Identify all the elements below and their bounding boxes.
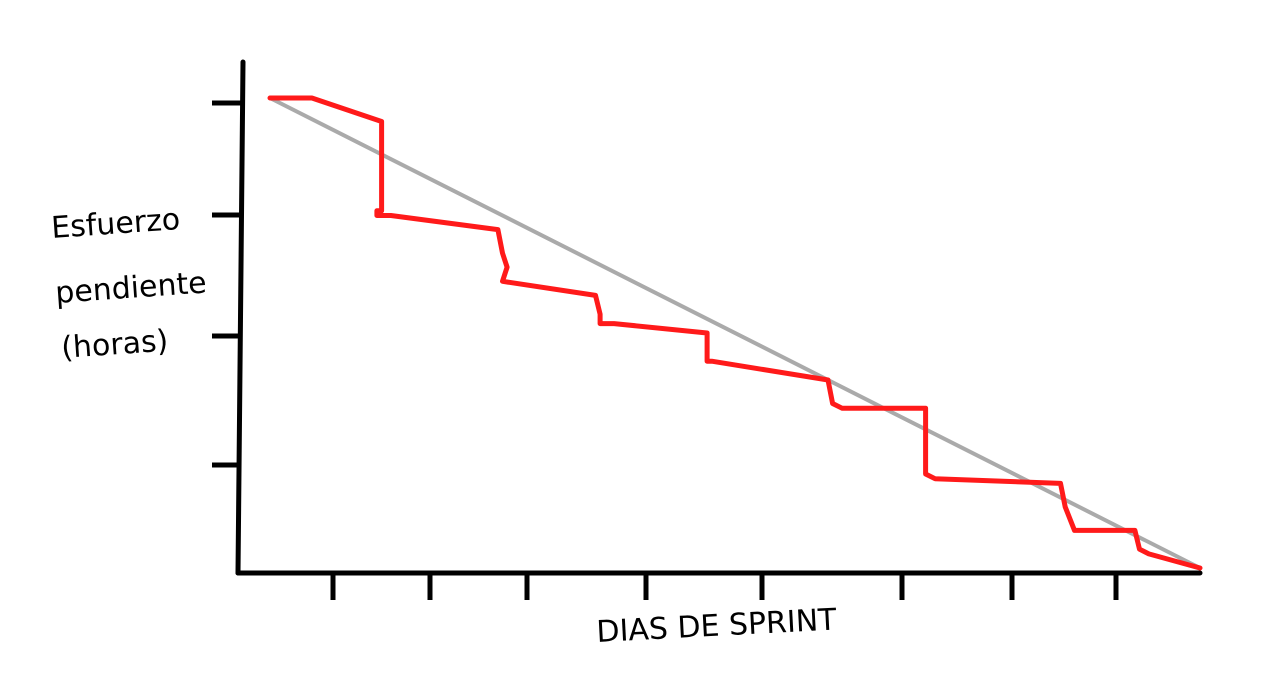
y-axis [235, 59, 246, 576]
x-ticks [330, 573, 1119, 600]
actual-burndown-line [267, 95, 1203, 571]
x-axis-label: DIAS DE SPRINT [596, 602, 838, 650]
ideal-burndown-line [268, 96, 1202, 570]
y-axis-label-line-1: Esfuerzo [50, 202, 181, 246]
y-ticks [212, 100, 241, 468]
y-axis-label-line-3: (horas) [60, 324, 169, 366]
y-axis-label-line-2: pendiente [54, 265, 208, 310]
